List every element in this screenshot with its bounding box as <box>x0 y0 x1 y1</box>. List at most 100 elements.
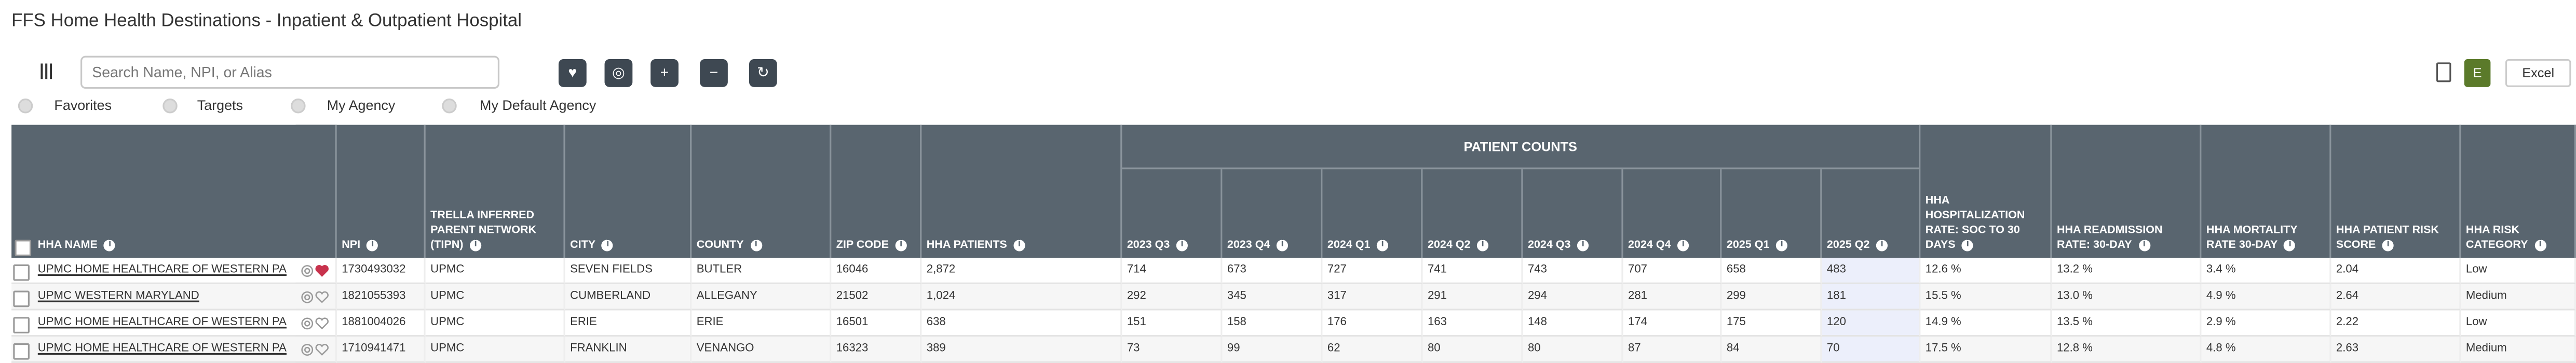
favorite-button[interactable]: ♥ <box>558 59 587 87</box>
filter-radio[interactable] <box>442 99 457 114</box>
table-cell: 483 <box>1822 258 1921 284</box>
header-label[interactable]: 2025 Q1 i <box>1727 238 1788 253</box>
table-cell: 148 <box>1523 310 1623 337</box>
agency-link[interactable]: UPMC HOME HEALTHCARE OF WESTERN PA <box>11 337 337 363</box>
info-icon[interactable]: i <box>1377 239 1389 251</box>
agency-link[interactable]: UPMC HOME HEALTHCARE OF WESTERN PA <box>11 310 337 337</box>
search-input[interactable]: Search Name, NPI, or Alias <box>80 55 500 89</box>
table-cell: 281 <box>1623 284 1722 311</box>
table-cell: 714 <box>1122 258 1223 284</box>
info-icon[interactable]: i <box>1176 239 1188 251</box>
header-label[interactable]: HHA READMISSION RATE: 30-DAY i <box>2056 225 2163 252</box>
filter-radio[interactable] <box>291 99 306 114</box>
table-cell: 62 <box>1322 337 1423 363</box>
table-cell: 4.9 % <box>2201 284 2331 311</box>
group-header: PATIENT COUNTS <box>1122 124 1921 170</box>
filter-radio[interactable] <box>18 99 33 114</box>
header-cell: 2025 Q1 i <box>1721 169 1822 258</box>
table-cell: 16323 <box>831 337 922 363</box>
info-icon[interactable]: i <box>1962 239 1974 251</box>
header-cell: HHA PATIENTS i <box>921 124 1122 258</box>
header-label[interactable]: NPI i <box>342 238 378 253</box>
row-icon-svg[interactable] <box>299 337 335 363</box>
agency-link[interactable]: UPMC HOME HEALTHCARE OF WESTERN PA <box>11 258 337 284</box>
table-cell: 16501 <box>831 310 922 337</box>
info-icon[interactable]: i <box>2284 239 2296 251</box>
header-label[interactable]: HHA RISK CATEGORY i <box>2466 224 2569 253</box>
header-label[interactable]: HHA PATIENTS i <box>927 238 1025 253</box>
table-cell: 1730493032 <box>336 258 426 284</box>
info-icon[interactable]: i <box>602 239 614 251</box>
info-icon[interactable]: i <box>1577 239 1589 251</box>
table-cell: Low <box>2461 258 2576 284</box>
info-icon[interactable]: i <box>2138 239 2150 251</box>
table-cell: 181 <box>1822 284 1921 311</box>
row-checkbox[interactable] <box>13 290 30 308</box>
add-user-button[interactable]: + <box>650 59 679 87</box>
header-label[interactable]: COUNTY i <box>697 238 762 253</box>
table-cell: 17.5 % <box>1920 337 2052 363</box>
header-label[interactable]: HHA PATIENT RISK SCORE i <box>2336 225 2439 252</box>
header-label[interactable]: 2024 Q2 i <box>1428 238 1489 253</box>
table-cell: 707 <box>1623 258 1722 284</box>
header-label[interactable]: 2023 Q4 i <box>1227 238 1289 253</box>
header-cell: NPI i <box>336 124 426 258</box>
info-icon[interactable]: i <box>1677 239 1689 251</box>
info-icon[interactable]: i <box>1277 239 1289 251</box>
row-icon-svg[interactable] <box>299 258 335 284</box>
row-checkbox[interactable] <box>13 264 30 281</box>
info-icon[interactable]: i <box>750 239 762 251</box>
header-label[interactable]: 2024 Q4 i <box>1628 238 1689 253</box>
info-icon[interactable]: i <box>2534 239 2546 251</box>
info-icon[interactable]: i <box>2382 239 2394 251</box>
info-icon[interactable]: i <box>1876 239 1888 251</box>
target-button[interactable]: ◎ <box>604 59 633 87</box>
info-icon[interactable]: i <box>1477 239 1489 251</box>
table-cell: ALLEGANY <box>692 284 832 311</box>
info-icon[interactable]: i <box>895 239 907 251</box>
excel-button[interactable]: Excel <box>2505 59 2571 87</box>
row-icon-svg[interactable] <box>299 284 335 311</box>
filter-label: Targets <box>197 96 243 114</box>
refresh-button[interactable]: ↻ <box>749 59 777 87</box>
header-label[interactable]: 2024 Q1 i <box>1327 238 1389 253</box>
table-cell: FRANKLIN <box>565 337 692 363</box>
table-cell: 673 <box>1222 258 1323 284</box>
filter-label: My Default Agency <box>480 96 596 114</box>
table-cell: UPMC <box>425 310 565 337</box>
table-cell: 99 <box>1222 337 1323 363</box>
header-label[interactable]: HHA HOSPITALIZATION RATE: SOC TO 30 DAYS… <box>1925 195 2025 252</box>
header-label[interactable]: CITY i <box>570 238 614 253</box>
row-checkbox[interactable] <box>13 317 30 333</box>
table-cell: 2.9 % <box>2201 310 2331 337</box>
row-icon-svg[interactable] <box>299 311 335 337</box>
header-label[interactable]: HHA MORTALITY RATE 30-DAY i <box>2206 225 2298 252</box>
info-icon[interactable]: i <box>104 239 116 251</box>
remove-user-button[interactable]: − <box>700 59 728 87</box>
header-label[interactable]: 2025 Q2 i <box>1827 238 1888 253</box>
table-cell: 80 <box>1422 337 1523 363</box>
columns-toggle[interactable]: ||| <box>39 62 53 81</box>
header-cell: 2024 Q4 i <box>1623 169 1722 258</box>
table-cell: 4.8 % <box>2201 337 2331 363</box>
table-cell: 658 <box>1721 258 1822 284</box>
table-cell: 2.22 <box>2331 310 2461 337</box>
info-icon[interactable]: i <box>367 239 378 251</box>
header-label[interactable]: TRELLA INFERRED PARENT NETWORK (TIPN) i <box>430 210 537 252</box>
agency-link[interactable]: UPMC WESTERN MARYLAND <box>11 284 337 311</box>
select-all-checkbox[interactable] <box>15 240 32 257</box>
info-icon[interactable]: i <box>1776 239 1788 251</box>
header-cell: TRELLA INFERRED PARENT NETWORK (TIPN) i <box>425 124 565 258</box>
header-label[interactable]: 2024 Q3 i <box>1528 238 1589 253</box>
clipboard-icon[interactable] <box>2436 62 2451 82</box>
info-icon[interactable]: i <box>1013 239 1025 251</box>
info-icon[interactable]: i <box>470 239 482 251</box>
table-cell: 1,024 <box>921 284 1122 311</box>
row-checkbox[interactable] <box>13 343 30 360</box>
export-e-button[interactable]: E <box>2464 59 2491 87</box>
header-label[interactable]: ZIP CODE i <box>836 238 907 253</box>
header-label[interactable]: 2023 Q3 i <box>1127 238 1188 253</box>
filter-radio[interactable] <box>162 99 178 114</box>
header-label[interactable]: HHA NAME i <box>38 238 116 253</box>
